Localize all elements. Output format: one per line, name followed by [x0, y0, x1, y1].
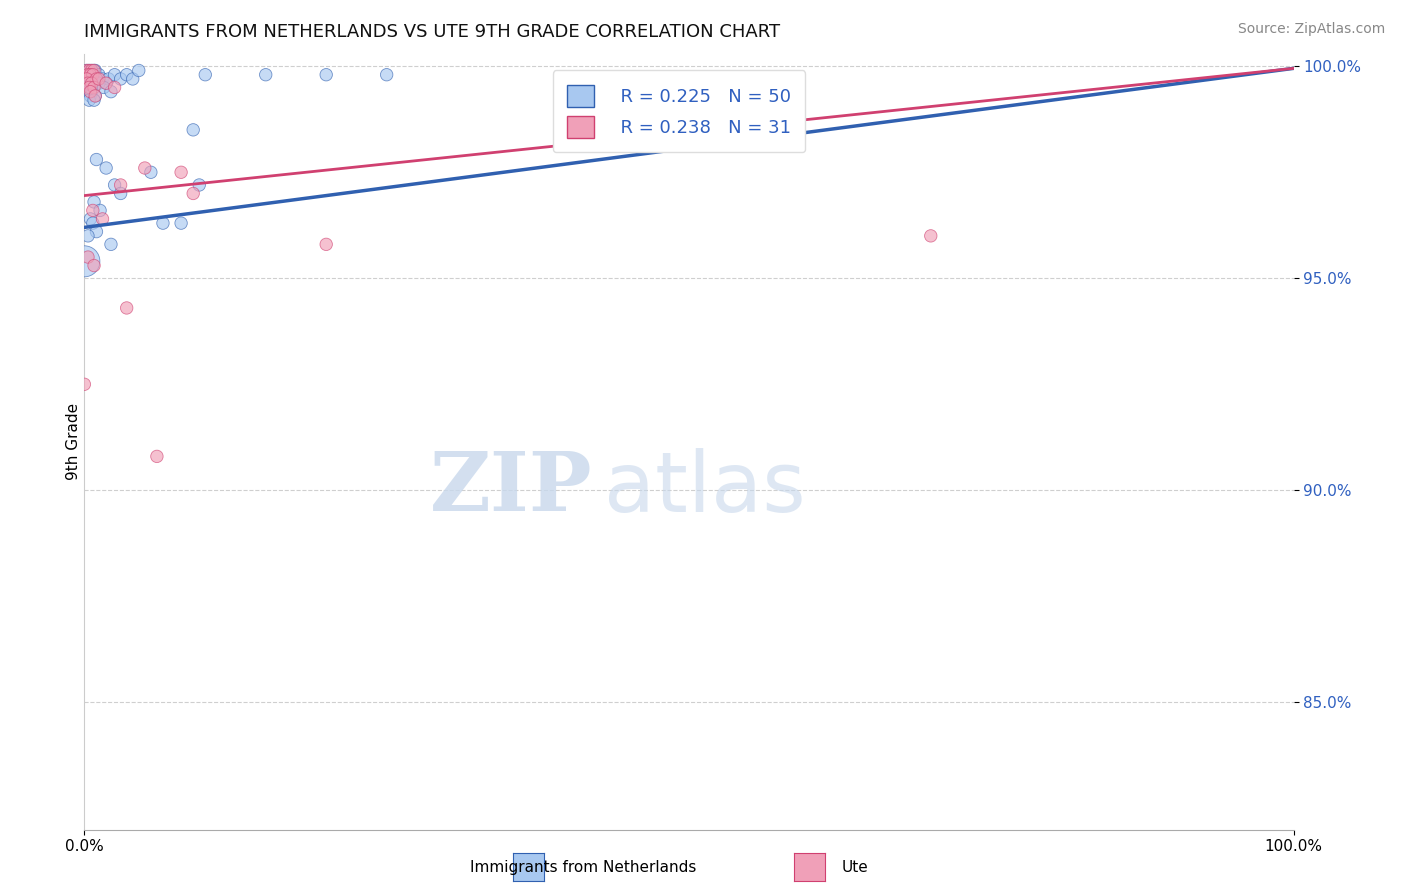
- Point: [146, 450, 169, 464]
- Point: [87, 68, 110, 82]
- Point: [77, 80, 100, 95]
- Point: [77, 93, 100, 107]
- Point: [79, 76, 101, 90]
- Point: [83, 80, 105, 95]
- Point: [77, 68, 100, 82]
- Point: [77, 85, 100, 99]
- Point: [91, 72, 114, 87]
- Point: [94, 161, 117, 175]
- Point: [115, 301, 138, 315]
- Point: [920, 228, 942, 243]
- Point: [86, 72, 108, 87]
- Point: [76, 63, 98, 78]
- Point: [84, 89, 107, 103]
- Point: [83, 63, 105, 78]
- Y-axis label: 9th Grade: 9th Grade: [66, 403, 80, 480]
- Point: [79, 85, 101, 99]
- Point: [77, 250, 100, 264]
- Point: [93, 80, 115, 95]
- Text: ZIP: ZIP: [430, 448, 592, 528]
- Point: [86, 153, 108, 167]
- Point: [100, 85, 122, 99]
- Point: [139, 165, 162, 179]
- Point: [79, 68, 101, 82]
- Point: [315, 68, 337, 82]
- Point: [77, 76, 100, 90]
- Point: [181, 186, 204, 201]
- Point: [76, 63, 98, 78]
- Text: IMMIGRANTS FROM NETHERLANDS VS UTE 9TH GRADE CORRELATION CHART: IMMIGRANTS FROM NETHERLANDS VS UTE 9TH G…: [84, 23, 780, 41]
- Point: [86, 225, 108, 239]
- Text: Source: ZipAtlas.com: Source: ZipAtlas.com: [1237, 22, 1385, 37]
- Point: [170, 165, 193, 179]
- Point: [84, 63, 107, 78]
- Point: [94, 76, 117, 90]
- Point: [77, 76, 100, 90]
- Point: [128, 63, 150, 78]
- Point: [152, 216, 174, 230]
- Point: [83, 194, 105, 209]
- Point: [115, 68, 138, 82]
- Point: [104, 80, 127, 95]
- Point: [170, 216, 193, 230]
- Point: [110, 72, 132, 87]
- Point: [73, 377, 96, 392]
- Point: [80, 85, 103, 99]
- Point: [77, 72, 100, 87]
- Point: [73, 254, 96, 268]
- Point: [134, 161, 156, 175]
- Point: [80, 76, 103, 90]
- Point: [80, 63, 103, 78]
- Point: [254, 68, 277, 82]
- Point: [82, 203, 104, 218]
- Point: [86, 72, 108, 87]
- Point: [89, 203, 111, 218]
- Point: [194, 68, 217, 82]
- Point: [79, 211, 101, 226]
- Point: [82, 68, 104, 82]
- Point: [76, 68, 98, 82]
- Point: [84, 89, 107, 103]
- Point: [181, 123, 204, 137]
- Point: [77, 65, 100, 79]
- Point: [83, 93, 105, 107]
- Point: [82, 65, 104, 79]
- Point: [76, 72, 98, 87]
- Point: [97, 72, 120, 87]
- Point: [79, 65, 101, 79]
- Point: [91, 211, 114, 226]
- Point: [80, 63, 103, 78]
- Point: [87, 76, 110, 90]
- Point: [104, 68, 127, 82]
- Point: [100, 237, 122, 252]
- Point: [87, 72, 110, 87]
- Point: [94, 76, 117, 90]
- Point: [80, 68, 103, 82]
- Text: Immigrants from Netherlands: Immigrants from Netherlands: [470, 860, 697, 874]
- Point: [121, 72, 143, 87]
- Point: [83, 68, 105, 82]
- Point: [375, 68, 398, 82]
- Point: [76, 80, 98, 95]
- Point: [79, 89, 101, 103]
- Point: [110, 186, 132, 201]
- Text: atlas: atlas: [605, 448, 806, 529]
- Point: [110, 178, 132, 192]
- Point: [83, 259, 105, 273]
- Text: Ute: Ute: [841, 860, 869, 874]
- Point: [315, 237, 337, 252]
- Point: [188, 178, 211, 192]
- Point: [82, 76, 104, 90]
- Point: [77, 80, 100, 95]
- Legend:   R = 0.225   N = 50,   R = 0.238   N = 31: R = 0.225 N = 50, R = 0.238 N = 31: [553, 70, 806, 153]
- Point: [77, 228, 100, 243]
- Point: [104, 178, 127, 192]
- Point: [76, 72, 98, 87]
- Point: [77, 63, 100, 78]
- Point: [82, 216, 104, 230]
- Point: [77, 63, 100, 78]
- Point: [77, 68, 100, 82]
- Point: [83, 63, 105, 78]
